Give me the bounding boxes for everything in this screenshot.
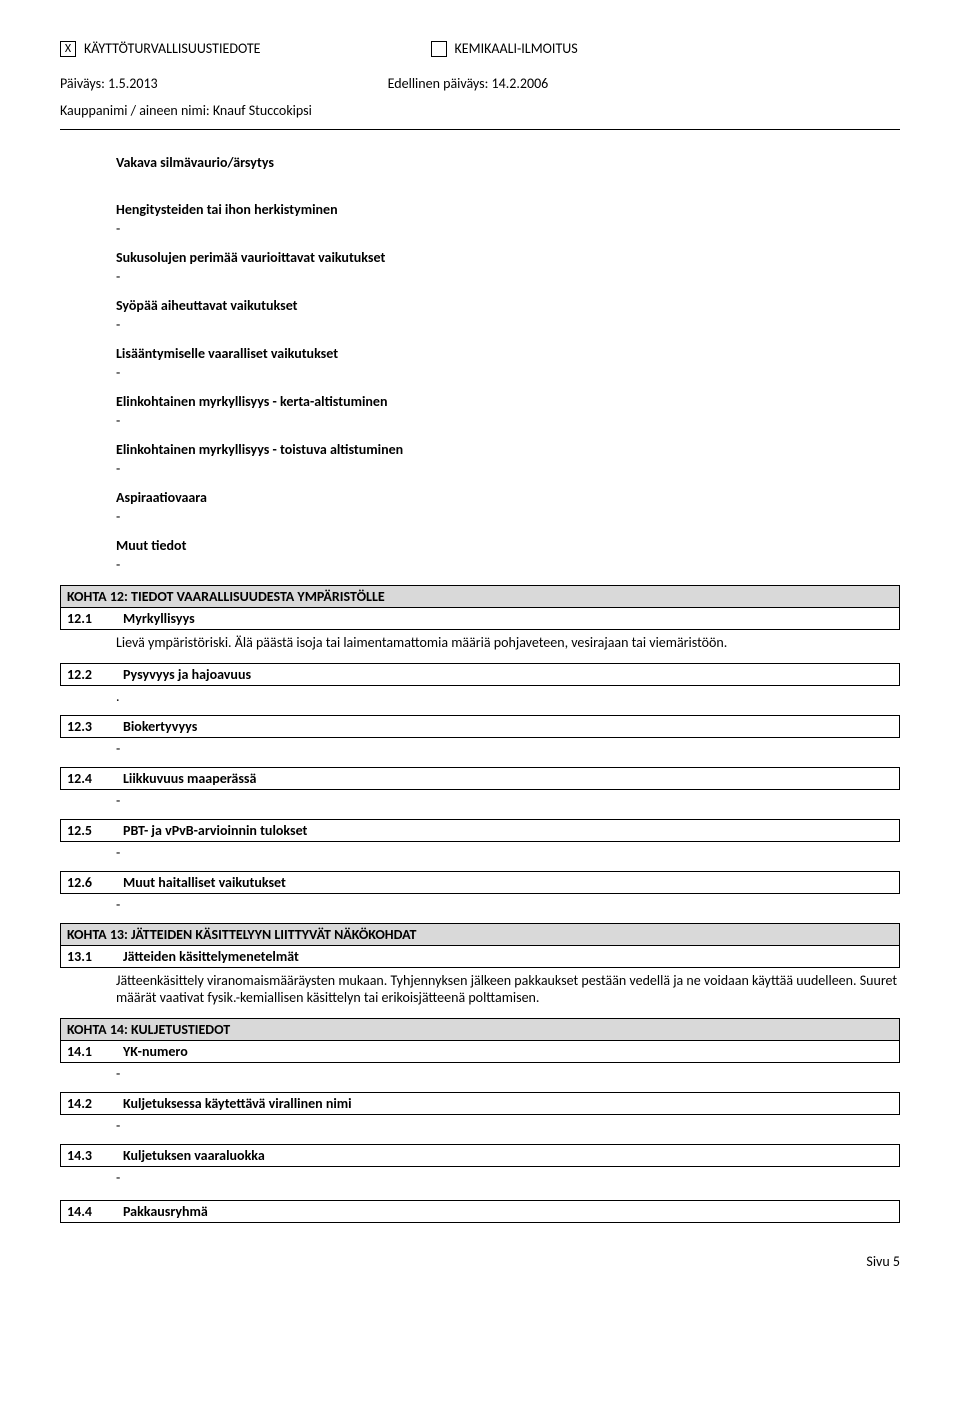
prev-date-label: Edellinen päiväys: 14.2.2006 (388, 75, 549, 92)
kohta13-header: KOHTA 13: JÄTTEIDEN KÄSITTELYYN LIITTYVÄ… (60, 923, 900, 946)
item-label: Aspiraatiovaara (116, 489, 900, 506)
row-14-2: 14.2 Kuljetuksessa käytettävä virallinen… (60, 1092, 900, 1115)
row-12-4: 12.4 Liikkuvuus maaperässä (60, 767, 900, 790)
item-dash: - (116, 268, 900, 285)
row-14-3-body: - (116, 1169, 900, 1186)
trade-name: Kauppanimi / aineen nimi: Knauf Stuccoki… (60, 102, 900, 119)
row-label: Biokertyvyys (123, 718, 197, 735)
row-num: 14.3 (67, 1147, 123, 1164)
checkbox1-label: KÄYTTÖTURVALLISUUSTIEDOTE (84, 40, 261, 57)
date-row: Päiväys: 1.5.2013 Edellinen päiväys: 14.… (60, 75, 900, 92)
row-label: PBT- ja vPvB-arvioinnin tulokset (123, 822, 307, 839)
item-label: Syöpää aiheuttavat vaikutukset (116, 297, 900, 314)
row-num: 12.6 (67, 874, 123, 891)
row-num: 14.4 (67, 1203, 123, 1220)
row-14-1-body: - (116, 1065, 900, 1082)
item-label: Elinkohtainen myrkyllisyys - kerta-altis… (116, 393, 900, 410)
page-number: Sivu 5 (866, 1253, 900, 1270)
row-num: 12.1 (67, 610, 123, 627)
row-13-1: 13.1 Jätteiden käsittelymenetelmät (60, 946, 900, 968)
row-12-1: 12.1 Myrkyllisyys (60, 608, 900, 630)
row-label: Pysyvyys ja hajoavuus (123, 666, 251, 683)
item-dash: - (116, 220, 900, 237)
row-12-3-body: - (116, 740, 900, 757)
row-num: 14.2 (67, 1095, 123, 1112)
item-label: Elinkohtainen myrkyllisyys - toistuva al… (116, 441, 900, 458)
item-block: Hengitysteiden tai ihon herkistyminen - (116, 201, 900, 237)
row-14-4: 14.4 Pakkausryhmä (60, 1200, 900, 1223)
row-14-2-body: - (116, 1117, 900, 1134)
row-12-4-body: - (116, 792, 900, 809)
row-12-2: 12.2 Pysyvyys ja hajoavuus (60, 663, 900, 686)
row-label: Liikkuvuus maaperässä (123, 770, 256, 787)
checkbox1-group: X KÄYTTÖTURVALLISUUSTIEDOTE (60, 40, 261, 57)
row-label: Muut haitalliset vaikutukset (123, 874, 286, 891)
item-block: Lisääntymiselle vaaralliset vaikutukset … (116, 345, 900, 381)
row-12-5: 12.5 PBT- ja vPvB-arvioinnin tulokset (60, 819, 900, 842)
row-num: 12.4 (67, 770, 123, 787)
row-num: 14.1 (67, 1043, 123, 1060)
row-12-3: 12.3 Biokertyvyys (60, 715, 900, 738)
item-dash: - (116, 460, 900, 477)
footer: Sivu 5 (60, 1253, 900, 1270)
row-label: Kuljetuksen vaaraluokka (123, 1147, 265, 1164)
date-label: Päiväys: 1.5.2013 (60, 75, 158, 92)
checkbox2-label: KEMIKAALI-ILMOITUS (455, 40, 578, 57)
checkbox-2 (431, 41, 447, 57)
row-12-1-body: Lievä ympäristöriski. Älä päästä isoja t… (116, 634, 900, 651)
item-dash: - (116, 316, 900, 333)
row-12-6: 12.6 Muut haitalliset vaikutukset (60, 871, 900, 894)
item-block: Sukusolujen perimää vaurioittavat vaikut… (116, 249, 900, 285)
row-label: Jätteiden käsittelymenetelmät (123, 948, 299, 965)
item-dash: - (116, 508, 900, 525)
top-row: X KÄYTTÖTURVALLISUUSTIEDOTE KEMIKAALI-IL… (60, 40, 900, 57)
kohta12-header: KOHTA 12: TIEDOT VAARALLISUUDESTA YMPÄRI… (60, 585, 900, 608)
item-dash: - (116, 556, 900, 573)
severe-eye-title: Vakava silmävaurio/ärsytys (116, 154, 900, 171)
kohta14-header: KOHTA 14: KULJETUSTIEDOT (60, 1018, 900, 1041)
item-label: Lisääntymiselle vaaralliset vaikutukset (116, 345, 900, 362)
item-block: Muut tiedot - (116, 537, 900, 573)
row-label: Pakkausryhmä (123, 1203, 208, 1220)
row-label: YK-numero (123, 1043, 188, 1060)
row-num: 13.1 (67, 948, 123, 965)
row-13-1-body: Jätteenkäsittely viranomaismääräysten mu… (116, 972, 900, 1006)
item-block: Syöpää aiheuttavat vaikutukset - (116, 297, 900, 333)
row-14-3: 14.3 Kuljetuksen vaaraluokka (60, 1144, 900, 1167)
row-14-1: 14.1 YK-numero (60, 1041, 900, 1063)
row-num: 12.3 (67, 718, 123, 735)
checkbox-1: X (60, 41, 76, 57)
item-dash: - (116, 412, 900, 429)
item-block: Elinkohtainen myrkyllisyys - toistuva al… (116, 441, 900, 477)
item-block: Aspiraatiovaara - (116, 489, 900, 525)
item-label: Muut tiedot (116, 537, 900, 554)
divider (60, 129, 900, 130)
row-label: Kuljetuksessa käytettävä virallinen nimi (123, 1095, 352, 1112)
row-num: 12.5 (67, 822, 123, 839)
row-12-5-body: - (116, 844, 900, 861)
item-label: Hengitysteiden tai ihon herkistyminen (116, 201, 900, 218)
item-block: Elinkohtainen myrkyllisyys - kerta-altis… (116, 393, 900, 429)
row-12-2-body: . (116, 688, 900, 705)
item-dash: - (116, 364, 900, 381)
row-12-6-body: - (116, 896, 900, 913)
checkbox2-group: KEMIKAALI-ILMOITUS (431, 40, 578, 57)
row-num: 12.2 (67, 666, 123, 683)
row-label: Myrkyllisyys (123, 610, 195, 627)
item-label: Sukusolujen perimää vaurioittavat vaikut… (116, 249, 900, 266)
